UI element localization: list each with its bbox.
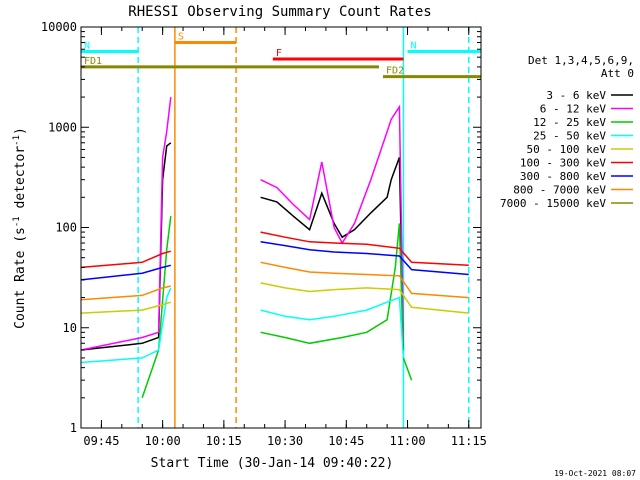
series-line-7 [80,261,469,301]
legend-header-attenuator: Att 0 [601,67,634,80]
flag-label-1: N [411,40,417,51]
y-tick-label-1: 10 [63,321,77,335]
y-axis-label-group: Count Rate (s-1 detector-1) [12,127,28,329]
series-line-2 [141,216,413,399]
timestamp: 19-Oct-2021 08:07 [554,469,636,478]
axis-ticks: 1 10 100 1000 10000 09:45 10:00 10:15 10:30 10:45… [41,20,487,448]
y-tick-label-4: 10000 [41,20,77,34]
legend-label-8: 7000 - 15000 keV [500,197,606,210]
x-axis-label: Start Time (30-Jan-14 09:40:22) [151,456,394,471]
series-line-5 [80,231,469,269]
legend-label-6: 300 - 800 keV [520,170,606,183]
y-axis-label-part1: Count Rate (s [13,227,28,329]
legend-label-2: 12 - 25 keV [533,116,606,129]
x-tick-label-1: 10:00 [145,434,181,448]
legend-label-1: 6 - 12 keV [540,103,607,116]
y-tick-label-0: 1 [70,421,77,435]
x-tick-label-6: 11:15 [451,434,487,448]
flag-label-4: FD1 [84,56,102,67]
flag-label-0: N [84,40,90,51]
y-tick-label-2: 100 [55,221,77,235]
y-axis-label-part2: detector [13,146,28,217]
legend-label-7: 800 - 7000 keV [513,184,606,197]
y-axis-label-sup1: -1 [12,216,22,227]
flag-label-5: FD2 [386,66,404,77]
flag-label-3: F [276,48,282,59]
chart-title: RHESSI Observing Summary Count Rates [128,4,431,20]
y-axis-label: Count Rate (s-1 detector-1) [12,127,28,329]
y-axis-label-part3: ) [13,127,28,135]
y-axis-label-sup2: -1 [12,135,22,146]
x-tick-label-4: 10:45 [328,434,364,448]
legend-label-4: 50 - 100 keV [527,143,607,156]
legend-label-3: 25 - 50 keV [533,130,606,143]
legend-header-detectors: Det 1,3,4,5,6,9, [528,54,634,67]
flag-label-2: S [178,32,184,43]
x-tick-label-2: 10:15 [206,434,242,448]
legend-label-0: 3 - 6 keV [546,89,606,102]
series-line-4 [80,282,469,314]
series-layer [80,97,469,399]
x-tick-label-3: 10:30 [267,434,303,448]
legend-label-5: 100 - 300 keV [520,157,606,170]
series-line-6 [80,241,469,281]
x-tick-label-5: 11:00 [389,434,425,448]
x-tick-label-0: 09:45 [83,434,119,448]
flag-layer: N N S F FD1 FD2 [81,27,481,428]
y-tick-label-3: 1000 [48,120,77,134]
